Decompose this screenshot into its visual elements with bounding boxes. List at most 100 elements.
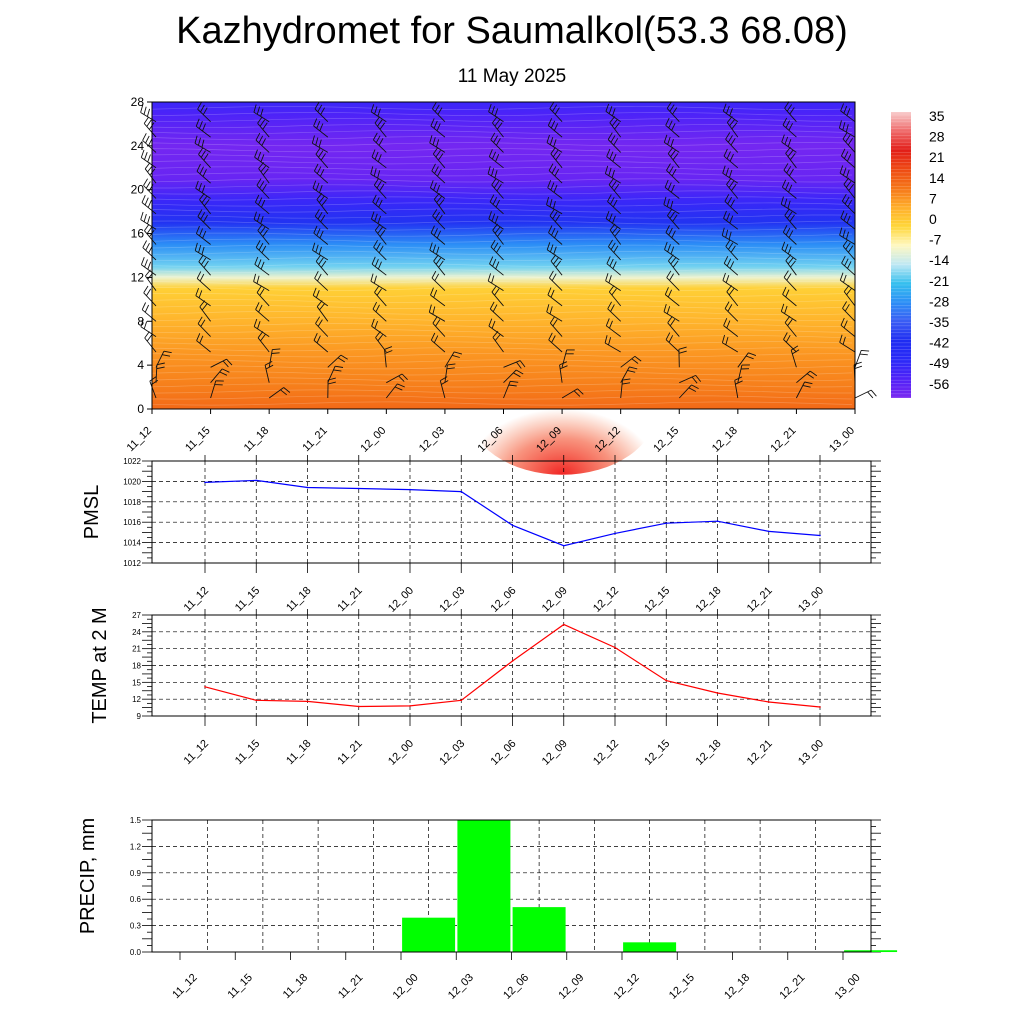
wind-barb xyxy=(210,368,230,383)
wind-barb xyxy=(195,180,211,199)
wind-barb xyxy=(604,165,621,184)
wind-barb xyxy=(316,192,329,215)
data-point xyxy=(204,481,206,484)
data-point xyxy=(255,699,258,702)
wind-barb xyxy=(312,180,329,199)
wind-barb xyxy=(255,132,270,153)
wind-barb xyxy=(257,331,270,353)
wind-barb xyxy=(370,104,387,123)
y-tick-label: 12 xyxy=(131,270,145,284)
data-point xyxy=(665,679,668,682)
wind-barb xyxy=(315,147,329,169)
wind-barb xyxy=(678,384,699,399)
wind-barb xyxy=(548,332,563,353)
wind-barb xyxy=(843,177,856,199)
y-tick-label: 4 xyxy=(137,358,144,372)
wind-barb xyxy=(605,103,621,123)
wind-barb xyxy=(666,101,680,123)
wind-barb xyxy=(255,302,270,322)
data-point xyxy=(511,524,514,527)
wind-barb xyxy=(370,211,387,230)
contour-line xyxy=(151,274,853,279)
contour-line xyxy=(151,238,853,243)
contour-line xyxy=(151,371,853,376)
colorbar-label: -35 xyxy=(929,314,949,330)
wind-barb xyxy=(196,163,211,184)
wind-barb xyxy=(607,194,622,215)
wind-barb xyxy=(781,134,797,153)
wind-barb xyxy=(609,116,622,138)
wind-barb xyxy=(373,178,387,199)
wind-barb xyxy=(549,316,563,337)
y-tick-label: 21 xyxy=(132,645,141,654)
data-point xyxy=(460,490,463,493)
colorbar-label: -21 xyxy=(929,273,949,289)
y-tick-label: 24 xyxy=(132,628,141,637)
wind-barb xyxy=(373,239,387,261)
wind-barb xyxy=(195,287,211,307)
wind-barb xyxy=(724,301,739,322)
wind-barb xyxy=(785,146,797,169)
wind-barb xyxy=(313,163,329,184)
wind-barb xyxy=(373,132,387,153)
data-point xyxy=(767,530,770,533)
wind-barb xyxy=(327,365,344,383)
wind-barb xyxy=(268,348,281,368)
x-tick-label: 12_12 xyxy=(591,738,621,768)
wind-barb xyxy=(667,208,680,230)
wind-barb xyxy=(429,242,446,261)
wind-barb xyxy=(254,149,270,169)
x-tick-label: 11_15 xyxy=(183,425,213,455)
contour-line xyxy=(151,317,853,322)
wind-barb xyxy=(431,270,446,291)
plot-frame xyxy=(151,614,872,717)
wind-barb xyxy=(726,116,739,138)
wind-barb xyxy=(431,163,446,184)
data-point xyxy=(357,487,360,490)
x-tick-label: 12_15 xyxy=(642,738,672,768)
wind-barb xyxy=(429,135,446,153)
data-point xyxy=(819,706,821,708)
wind-barb xyxy=(605,318,621,337)
wind-barb xyxy=(663,134,680,153)
x-tick-label: 12_12 xyxy=(612,972,642,1002)
wind-barb xyxy=(547,180,563,199)
contour-line xyxy=(151,178,853,183)
data-point xyxy=(511,660,514,662)
wind-barb xyxy=(315,316,329,337)
figure-date: 11 May 2025 xyxy=(457,66,567,87)
wind-barb xyxy=(503,369,524,384)
x-tick-label: 12_09 xyxy=(540,738,570,768)
wind-barb xyxy=(549,270,563,291)
x-tick-label: 11_21 xyxy=(336,972,366,1002)
colorbar-label: -49 xyxy=(929,355,949,371)
wind-barb xyxy=(196,271,211,291)
wind-barb xyxy=(143,285,157,307)
contour-line xyxy=(151,329,853,334)
colorbar-label: 7 xyxy=(929,190,937,206)
wind-barb xyxy=(503,380,519,399)
wind-barb xyxy=(197,316,211,337)
contour-line xyxy=(151,226,853,231)
colorbar-label: 35 xyxy=(929,108,945,124)
wind-barb xyxy=(503,360,526,369)
x-tick-label: 12_15 xyxy=(667,972,697,1002)
wind-barb xyxy=(258,162,270,184)
wind-barb xyxy=(780,196,797,215)
wind-barb xyxy=(488,149,504,169)
wind-barb xyxy=(430,225,446,245)
x-tick-label: 12_03 xyxy=(437,738,467,768)
plot-frame xyxy=(151,819,872,953)
wind-barb xyxy=(546,196,563,215)
contour-line xyxy=(151,389,852,394)
y-tick-label: 8 xyxy=(137,314,144,328)
wind-barb xyxy=(620,366,638,383)
wind-barb xyxy=(782,286,797,307)
wind-barb xyxy=(839,272,856,291)
wind-barb xyxy=(311,135,329,153)
wind-barb xyxy=(726,285,739,307)
wind-barb xyxy=(548,163,563,184)
colorbar xyxy=(891,112,911,398)
y-tick-label: 12 xyxy=(132,695,141,704)
